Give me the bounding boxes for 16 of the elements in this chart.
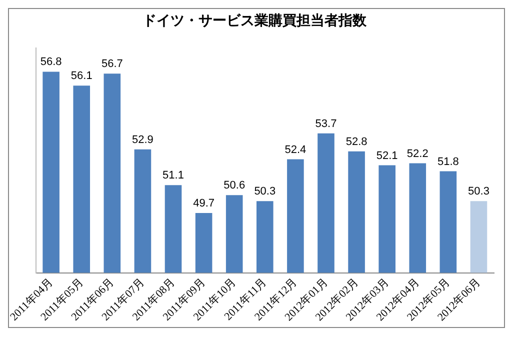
data-label: 52.1	[376, 150, 398, 162]
data-label: 52.2	[406, 148, 428, 160]
data-label: 52.9	[132, 134, 154, 146]
data-label: 56.8	[40, 56, 62, 68]
data-label: 50.3	[254, 186, 276, 198]
data-label: 52.4	[284, 144, 306, 156]
data-label: 53.7	[315, 118, 337, 130]
data-label: 50.3	[468, 186, 490, 198]
data-label: 56.1	[70, 70, 92, 82]
data-label: 56.7	[101, 58, 123, 70]
chart-title: ドイツ・サービス業購買担当者指数	[142, 13, 368, 30]
data-label: 51.1	[162, 170, 184, 182]
data-label: 50.6	[224, 180, 246, 192]
data-label: 51.8	[437, 156, 459, 168]
data-label: 49.7	[193, 198, 215, 210]
data-label: 52.8	[346, 136, 368, 148]
